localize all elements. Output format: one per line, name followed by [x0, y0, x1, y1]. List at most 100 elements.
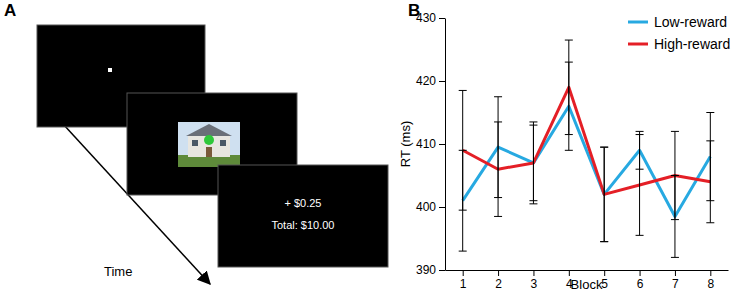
error-bar-stem	[568, 40, 569, 135]
error-bar-cap	[494, 96, 502, 97]
error-bar	[529, 125, 537, 201]
error-bar-cap	[565, 134, 573, 135]
scene-image	[178, 122, 240, 167]
error-bar-cap	[706, 140, 714, 141]
error-bar-cap	[600, 147, 608, 148]
x-axis-title: Block	[571, 277, 603, 292]
error-bar-cap	[494, 216, 502, 217]
tick-mark	[640, 270, 641, 276]
tick-mark	[710, 270, 711, 276]
error-bar	[494, 122, 502, 217]
legend-label: Low-reward	[654, 14, 727, 30]
legend-swatch	[628, 43, 648, 46]
error-bar	[565, 40, 573, 135]
tick-mark	[498, 270, 499, 276]
series-line	[463, 87, 711, 194]
error-bar	[600, 147, 608, 242]
legend-swatch	[628, 21, 648, 24]
tick-mark	[439, 207, 445, 208]
tick: 6	[637, 270, 644, 291]
target-dot	[204, 135, 214, 145]
tick-mark	[675, 270, 676, 276]
error-bar-cap	[706, 112, 714, 113]
feedback-text: + $0.25	[284, 197, 321, 209]
error-bar-stem	[639, 135, 640, 236]
tick-mark	[569, 270, 570, 276]
tick: 410	[416, 137, 445, 151]
tick-label: 430	[416, 11, 436, 25]
tick-label: 1	[460, 277, 467, 291]
tick-label: 2	[495, 277, 502, 291]
tick-mark	[463, 270, 464, 276]
error-bar-stem	[674, 131, 675, 219]
tick: 420	[416, 74, 445, 88]
axis-line	[445, 19, 446, 271]
tick-label: 400	[416, 200, 436, 214]
tick-label: 410	[416, 137, 436, 151]
error-bar	[459, 90, 467, 210]
tick-mark	[604, 270, 605, 276]
y-axis-title: RT (ms)	[398, 121, 413, 167]
tick: 8	[707, 270, 714, 291]
error-bar-cap	[494, 121, 502, 122]
error-bar-cap	[529, 203, 537, 204]
error-bar-stem	[710, 141, 711, 223]
error-bar-cap	[459, 210, 467, 211]
error-bar-cap	[459, 251, 467, 252]
error-bar	[600, 147, 608, 242]
tick: 1	[460, 270, 467, 291]
tick: 3	[531, 270, 538, 291]
tick-mark	[439, 144, 445, 145]
error-bar-stem	[604, 147, 605, 242]
y-axis: 390 400 410 420 430	[416, 11, 446, 277]
error-bar-stem	[498, 122, 499, 217]
error-bar-cap	[529, 125, 537, 126]
tick: 390	[416, 263, 445, 277]
panel-label: A	[4, 1, 16, 20]
error-bar-cap	[600, 147, 608, 148]
tick-label: 390	[416, 263, 436, 277]
error-bar-cap	[529, 200, 537, 201]
time-label: Time	[104, 264, 132, 279]
tick-mark	[439, 81, 445, 82]
tick-mark	[439, 270, 445, 271]
tick-label: 6	[637, 277, 644, 291]
error-bar-stem	[533, 122, 534, 204]
tick-label: 8	[707, 277, 714, 291]
legend-label: High-reward	[654, 36, 730, 52]
feedback-text: Total: $10.00	[272, 219, 335, 231]
panel-a: A Time + $0.25 Total: $10.00	[4, 1, 388, 284]
error-bar-cap	[600, 241, 608, 242]
tick-mark	[439, 18, 445, 19]
tick-label: 420	[416, 74, 436, 88]
series-line	[463, 106, 711, 216]
error-bar-cap	[671, 257, 679, 258]
error-bar-cap	[671, 131, 679, 132]
error-bar-cap	[636, 131, 644, 132]
error-bar-cap	[636, 235, 644, 236]
plot-marks	[459, 40, 715, 257]
tick: 2	[495, 270, 502, 291]
legend: Low-reward High-reward	[628, 14, 730, 52]
error-bar-stem	[533, 125, 534, 201]
error-bar	[671, 131, 679, 219]
fixation-dot	[108, 68, 112, 72]
error-bar-cap	[636, 134, 644, 135]
tick-mark	[533, 270, 534, 276]
error-bar-cap	[459, 90, 467, 91]
error-bar-cap	[529, 121, 537, 122]
screen	[218, 165, 388, 267]
error-bar	[706, 141, 714, 223]
tick-label: 3	[531, 277, 538, 291]
error-bar-cap	[565, 150, 573, 151]
tick: 7	[672, 270, 679, 291]
error-bar-stem	[604, 147, 605, 242]
error-bar-stem	[462, 90, 463, 210]
figure: ATime+ $0.25Total: $10.00B39040041042043…	[0, 0, 738, 292]
error-bar	[636, 135, 644, 236]
error-bar	[529, 122, 537, 204]
tick: 430	[416, 11, 445, 25]
error-bar-cap	[706, 222, 714, 223]
panel-b: B39040041042043012345678RT (ms)BlockLow-…	[398, 1, 730, 292]
error-bar-cap	[671, 219, 679, 220]
